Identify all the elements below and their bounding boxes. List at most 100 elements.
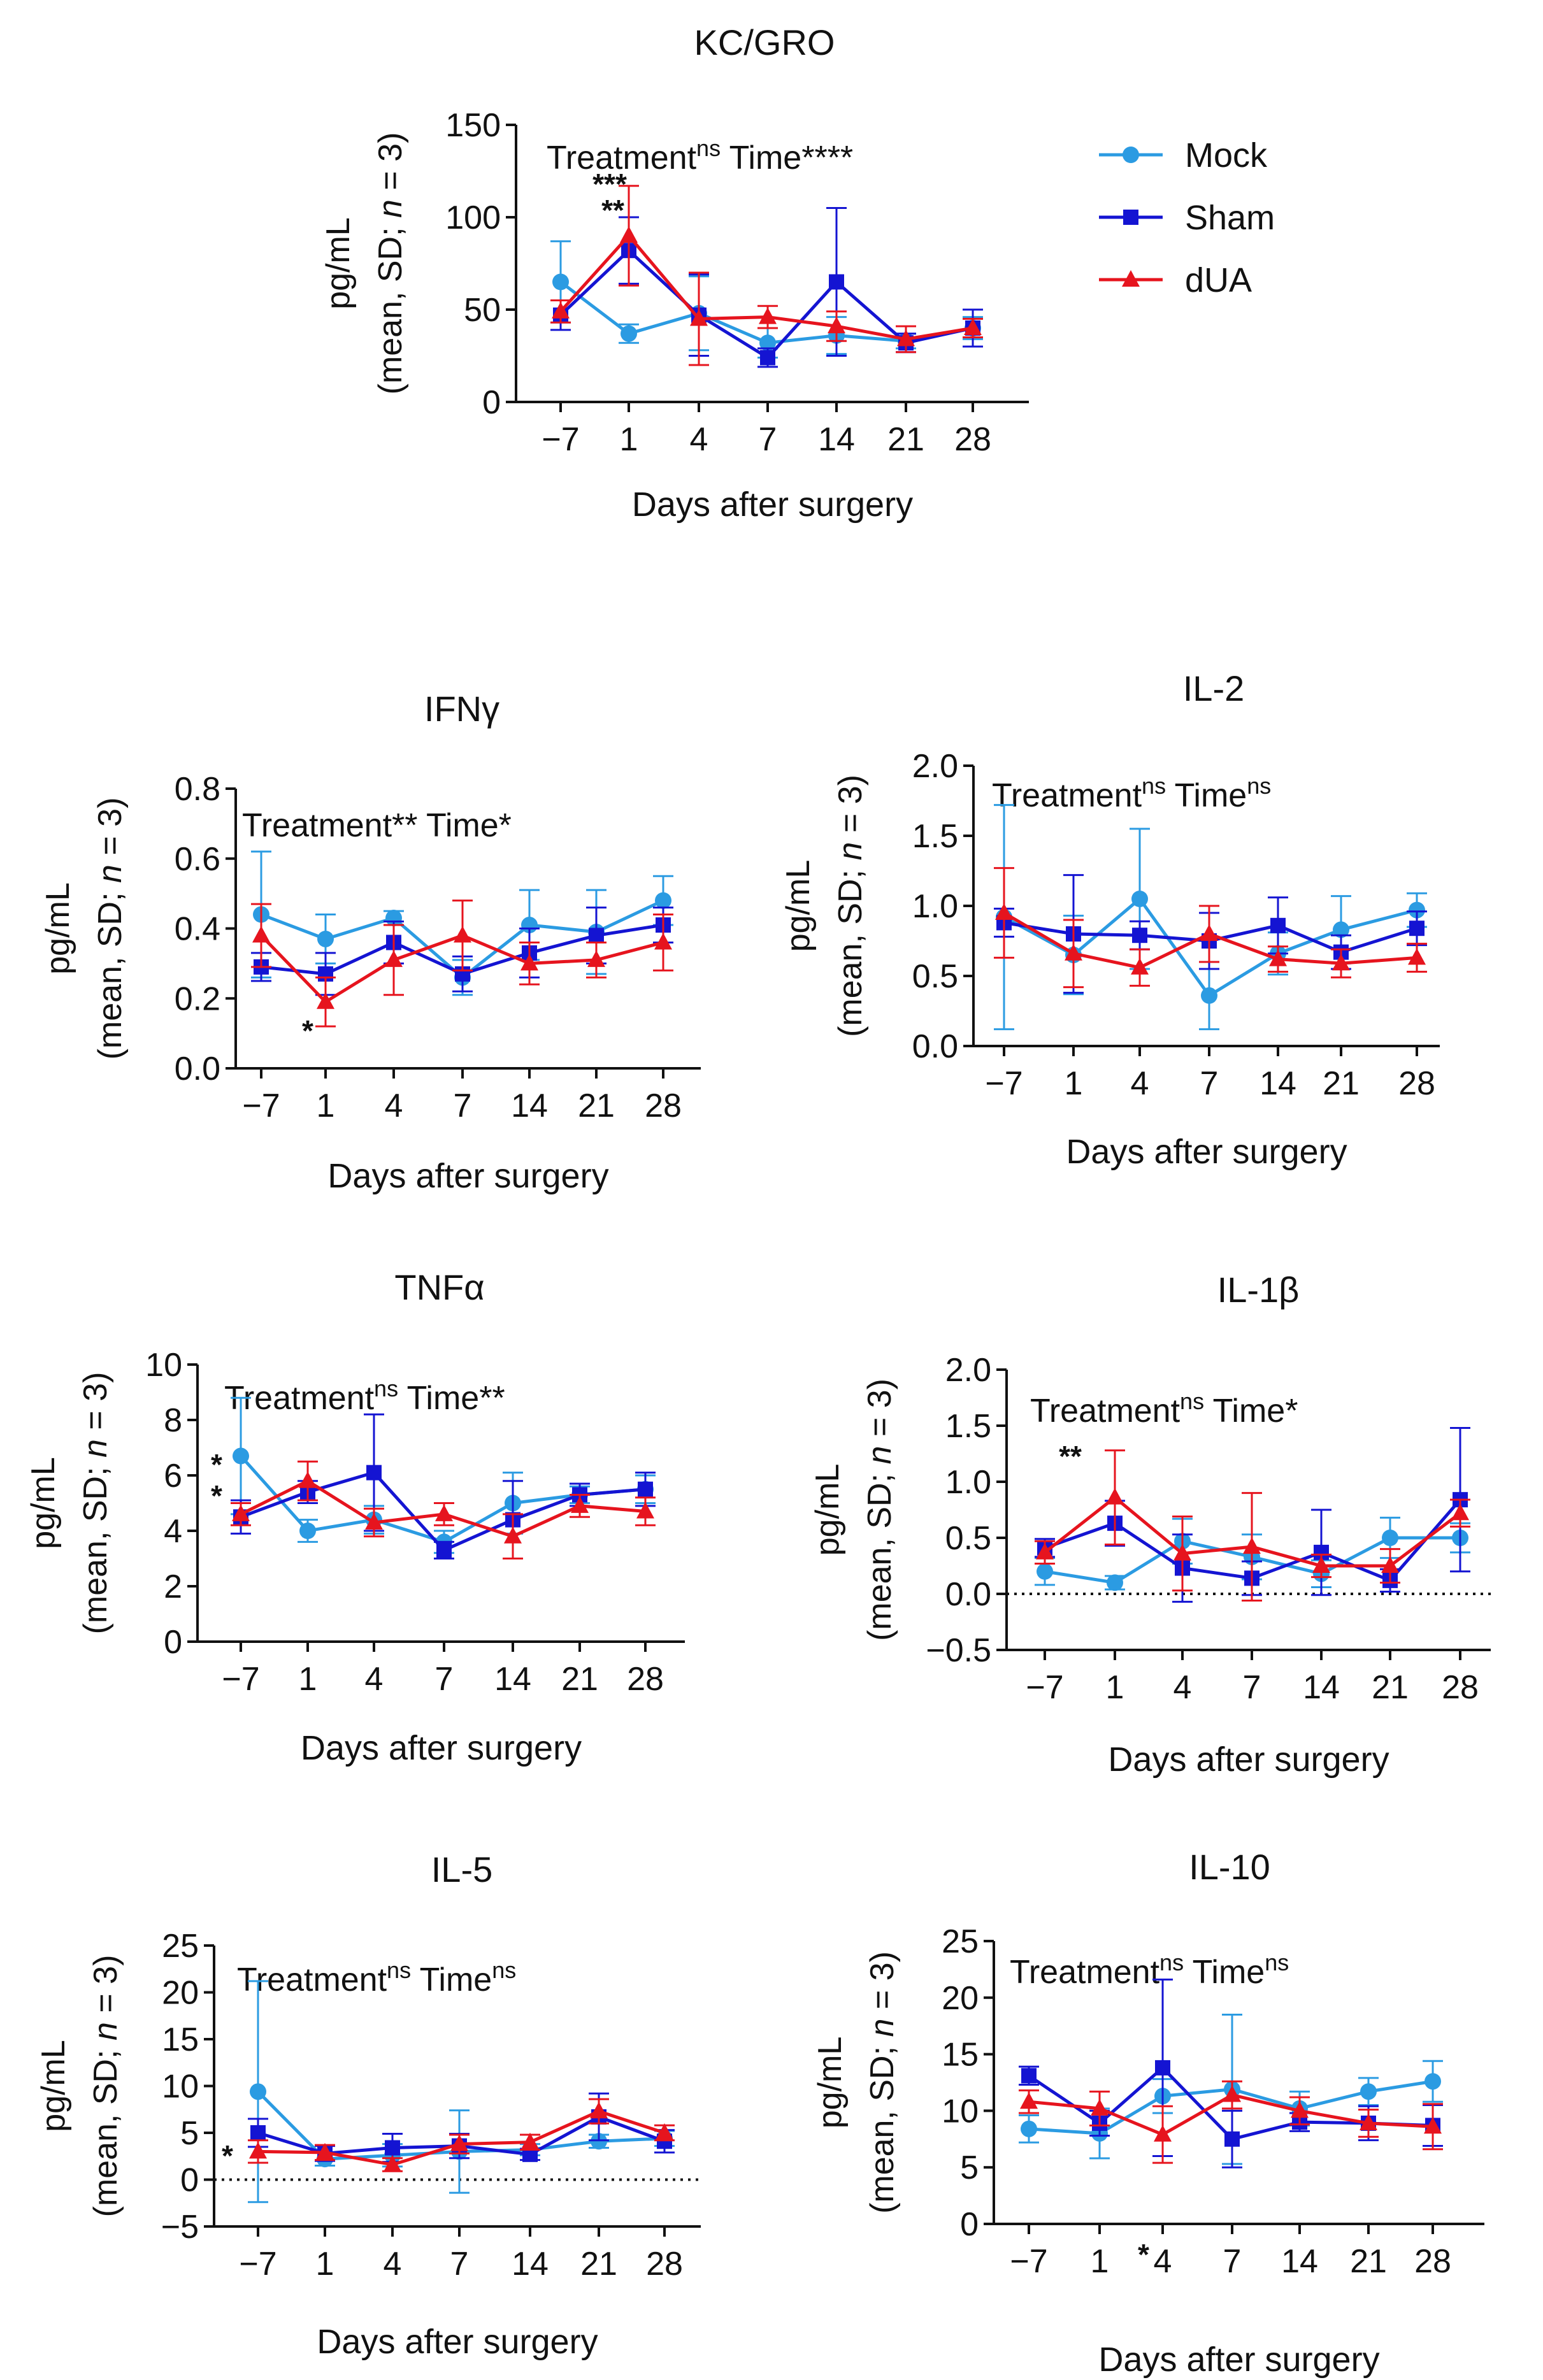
- data-point: [1131, 891, 1148, 907]
- y-axis-label-detail: (mean, SD; n = 3): [832, 775, 869, 1037]
- y-tick-label: 4: [164, 1513, 182, 1550]
- data-point: [1106, 1488, 1124, 1505]
- y-axis-label-post: = 3): [864, 1951, 901, 2019]
- y-tick-label: 10: [145, 1347, 182, 1384]
- y-tick-label: 8: [164, 1402, 182, 1439]
- data-point: [1065, 943, 1082, 961]
- x-tick-label: −7: [1026, 1669, 1063, 1706]
- y-tick-label: 10: [942, 2093, 979, 2130]
- stats-treatment: Treatment: [1030, 1393, 1181, 1430]
- data-point: [249, 2142, 267, 2159]
- x-tick-label: 1: [317, 1087, 335, 1124]
- y-axis-label-post: = 3): [77, 1372, 114, 1440]
- data-point: [1037, 1563, 1053, 1580]
- chart-title: KC/GRO: [694, 22, 835, 62]
- data-point: [1360, 2083, 1377, 2100]
- x-tick-label: 7: [454, 1087, 472, 1124]
- data-point: [1382, 1530, 1398, 1546]
- data-point: [232, 1504, 250, 1521]
- y-axis-label-detail: (mean, SD; n = 3): [864, 1951, 901, 2214]
- x-axis-label: Days after surgery: [1066, 1133, 1347, 1171]
- stats-spacer: [1204, 1393, 1213, 1430]
- x-tick-label: 21: [1323, 1065, 1360, 1102]
- x-tick-label: 7: [450, 2246, 469, 2283]
- series-mock: [231, 1396, 656, 1554]
- significance-marker: *: [211, 1448, 222, 1481]
- data-point: [385, 950, 403, 967]
- data-point: [317, 930, 334, 947]
- stats-treatment-sup: ns: [374, 1375, 398, 1401]
- y-axis-label-pre: (mean, SD;: [92, 883, 129, 1059]
- stats-spacer: [411, 1961, 420, 1998]
- y-tick-label: 2: [164, 1568, 182, 1605]
- x-tick-label: 1: [1065, 1065, 1083, 1102]
- stats-treatment-sup: ns: [387, 1957, 411, 1983]
- significance-marker: ***: [592, 168, 627, 201]
- y-axis-label: pg/mL: [25, 1457, 62, 1549]
- x-tick-label: 1: [316, 2246, 334, 2283]
- x-tick-label: −7: [222, 1661, 259, 1698]
- y-tick-label: 0: [164, 1624, 182, 1661]
- data-point: [1425, 2073, 1441, 2090]
- x-tick-label: 14: [818, 421, 855, 458]
- stats-spacer: [1166, 777, 1175, 814]
- legend-label: dUA: [1185, 261, 1252, 299]
- y-tick-label: 25: [162, 1928, 199, 1965]
- data-point: [520, 954, 538, 971]
- data-point: [250, 2083, 266, 2100]
- y-tick-label: 0.4: [175, 911, 220, 948]
- y-axis-label-post: = 3): [832, 775, 869, 842]
- stats-label: Treatmentns Time****: [547, 135, 853, 176]
- data-point: [621, 325, 637, 342]
- legend: Mock Sham dUA: [1099, 136, 1275, 299]
- data-point: [1332, 954, 1350, 971]
- chart-title: IL-5: [431, 1849, 493, 1889]
- data-point: [636, 1502, 654, 1519]
- significance-marker: **: [601, 194, 624, 227]
- data-point: [1201, 987, 1217, 1004]
- data-point: [654, 933, 672, 950]
- x-tick-label: 7: [1243, 1669, 1261, 1706]
- data-point: [829, 274, 844, 290]
- y-axis-label-italic: n: [87, 2022, 124, 2040]
- x-tick-label: 28: [1414, 2243, 1451, 2280]
- series-dua: [550, 185, 983, 366]
- data-point: [1408, 948, 1426, 965]
- series-sham: [1019, 1978, 1443, 2169]
- data-point: [1451, 1503, 1469, 1521]
- x-tick-label: 14: [1281, 2243, 1318, 2280]
- data-point: [760, 350, 775, 366]
- y-tick-label: 2.0: [912, 748, 958, 785]
- data-point: [1091, 2098, 1109, 2116]
- y-tick-label: 0.8: [175, 771, 220, 808]
- stats-time: Time*: [426, 807, 512, 844]
- y-axis-label-detail: (mean, SD; n = 3): [87, 1955, 124, 2218]
- stats-time-sup: ns: [1247, 773, 1271, 799]
- data-point: [366, 1465, 382, 1480]
- y-tick-label: 50: [464, 292, 501, 329]
- data-point: [436, 1542, 452, 1558]
- stats-treatment: Treatment: [547, 140, 697, 176]
- data-point: [552, 301, 570, 319]
- chart-title: IL-10: [1189, 1847, 1270, 1887]
- stats-spacer: [398, 1380, 407, 1417]
- y-axis-label-pre: (mean, SD;: [864, 2037, 901, 2214]
- y-axis-label-italic: n: [861, 1446, 898, 1465]
- y-axis-label-italic: n: [92, 864, 129, 883]
- data-point: [1243, 1537, 1261, 1554]
- data-point: [964, 319, 982, 335]
- data-point: [620, 226, 638, 243]
- x-tick-label: 14: [1303, 1669, 1340, 1706]
- x-tick-label: 14: [494, 1661, 531, 1698]
- series-dua: [1035, 1449, 1470, 1602]
- y-axis-label-italic: n: [77, 1439, 114, 1458]
- x-tick-label: 21: [1372, 1669, 1409, 1706]
- significance-marker: *: [211, 1479, 222, 1512]
- series-dua: [1019, 2080, 1443, 2164]
- y-tick-label: 0: [180, 2162, 199, 2199]
- data-point: [365, 1512, 383, 1530]
- data-point: [1291, 2101, 1309, 2118]
- data-point: [299, 1523, 316, 1539]
- y-tick-label: 10: [162, 2068, 199, 2105]
